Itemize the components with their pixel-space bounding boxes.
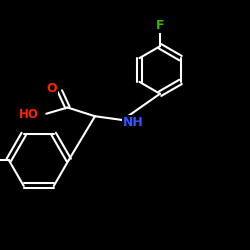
Text: F: F [156,19,164,32]
Text: NH: NH [122,116,144,128]
Text: HO: HO [18,108,38,122]
Text: O: O [47,82,57,95]
